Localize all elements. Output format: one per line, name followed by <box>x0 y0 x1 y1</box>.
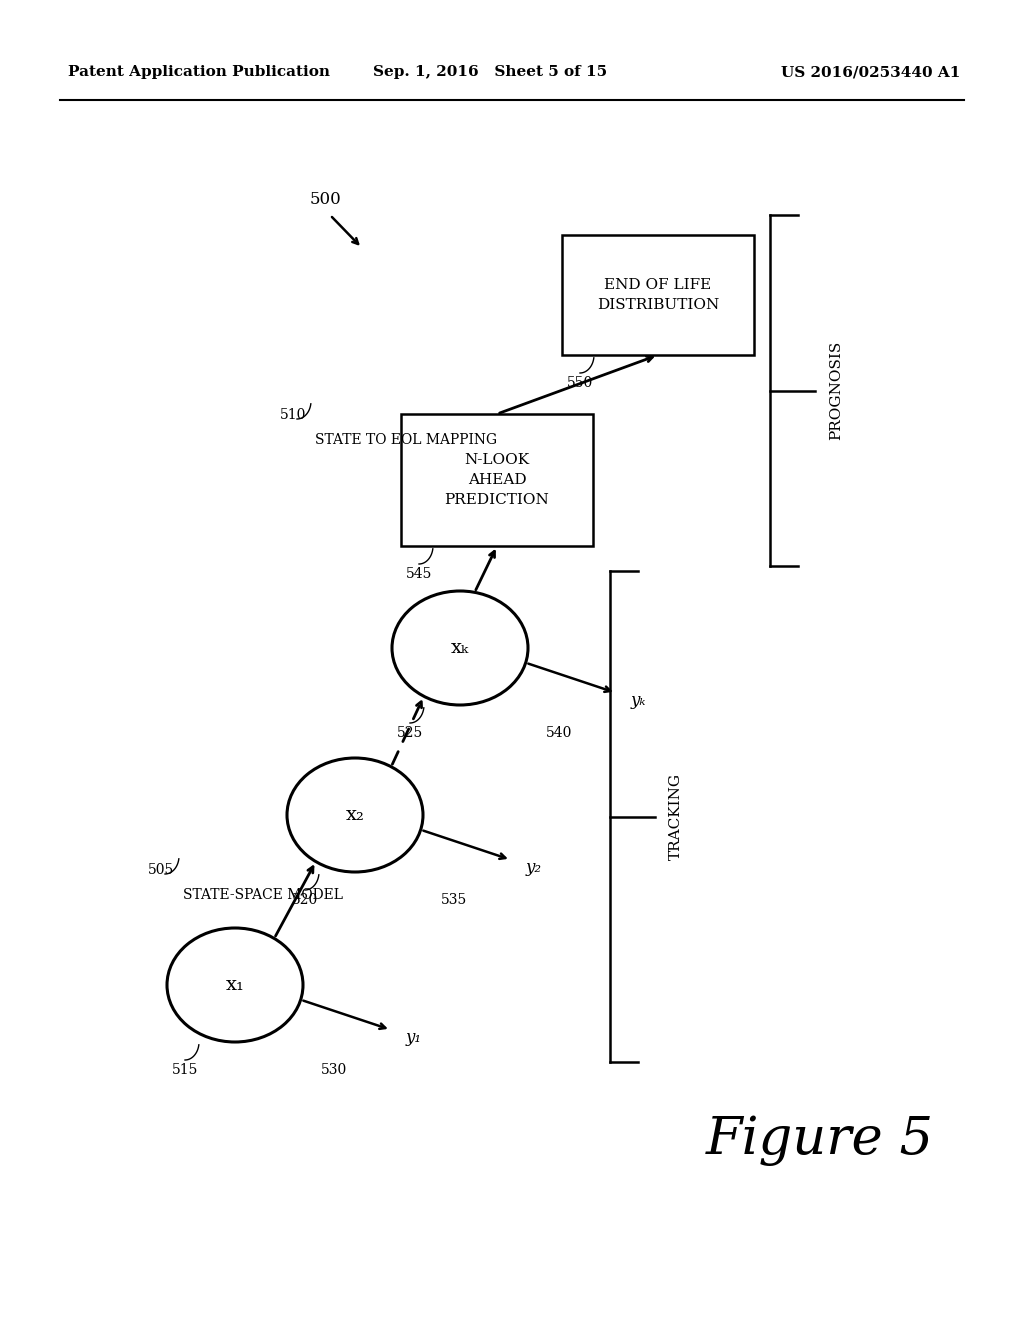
Text: STATE-SPACE MODEL: STATE-SPACE MODEL <box>183 888 343 902</box>
Text: 500: 500 <box>310 191 342 209</box>
Text: y₁: y₁ <box>406 1030 422 1047</box>
Text: x₁: x₁ <box>225 975 245 994</box>
Bar <box>562 235 754 355</box>
Text: Patent Application Publication: Patent Application Publication <box>68 65 330 79</box>
Text: TRACKING: TRACKING <box>669 774 683 861</box>
Text: 515: 515 <box>172 1063 199 1077</box>
Text: PROGNOSIS: PROGNOSIS <box>828 341 843 440</box>
Text: 525: 525 <box>397 726 423 741</box>
Text: N-LOOK
AHEAD
PREDICTION: N-LOOK AHEAD PREDICTION <box>444 454 549 507</box>
Text: x₂: x₂ <box>345 807 365 824</box>
Text: 505: 505 <box>148 863 174 876</box>
Text: xₖ: xₖ <box>451 639 469 657</box>
Text: 520: 520 <box>292 894 318 907</box>
Text: 510: 510 <box>280 408 306 422</box>
Text: y₂: y₂ <box>525 859 542 876</box>
Text: 540: 540 <box>546 726 572 739</box>
Text: 535: 535 <box>440 892 467 907</box>
Bar <box>401 414 593 546</box>
Text: Figure 5: Figure 5 <box>706 1114 934 1166</box>
Text: 550: 550 <box>567 376 593 389</box>
Text: 545: 545 <box>406 568 432 581</box>
Text: END OF LIFE
DISTRIBUTION: END OF LIFE DISTRIBUTION <box>597 279 719 312</box>
Text: yₖ: yₖ <box>631 692 646 709</box>
Text: Sep. 1, 2016   Sheet 5 of 15: Sep. 1, 2016 Sheet 5 of 15 <box>373 65 607 79</box>
Text: 530: 530 <box>321 1063 347 1077</box>
Text: STATE TO EOL MAPPING: STATE TO EOL MAPPING <box>315 433 497 447</box>
Text: US 2016/0253440 A1: US 2016/0253440 A1 <box>780 65 961 79</box>
